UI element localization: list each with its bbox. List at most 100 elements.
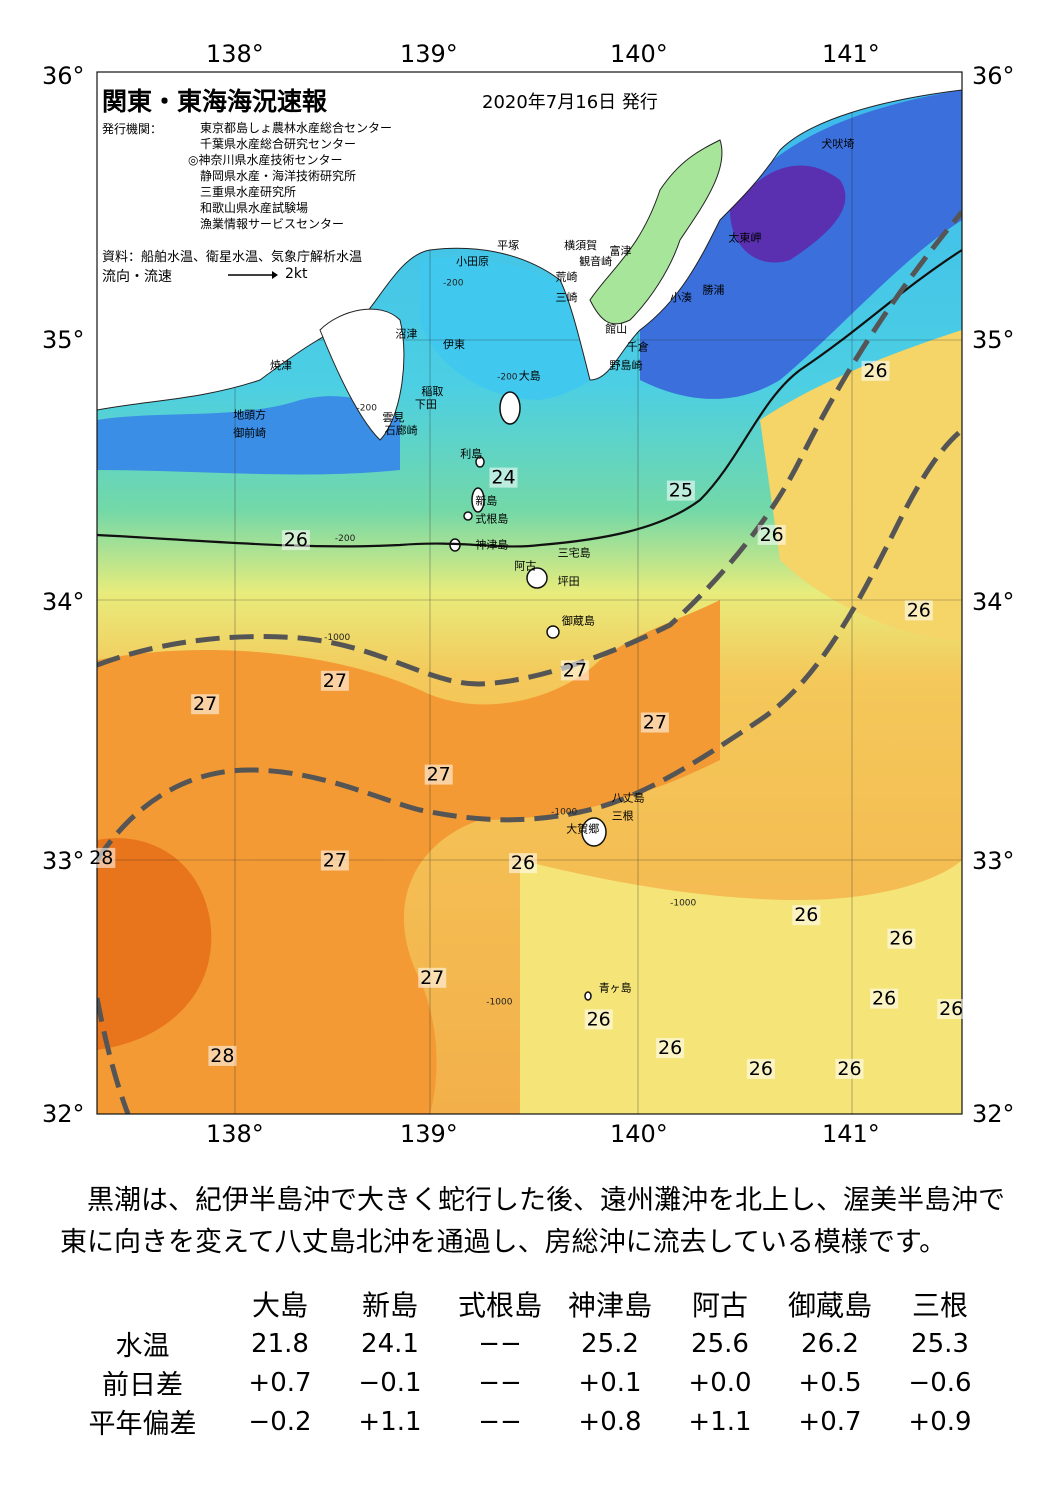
- depth-label: -200: [335, 534, 356, 544]
- enshu-blue: [97, 396, 400, 475]
- depth-label: -200: [497, 372, 518, 382]
- table-cell: −0.6: [908, 1367, 972, 1398]
- depth-label: -1000: [551, 807, 577, 817]
- place-name-label: 三宅島: [558, 546, 591, 560]
- table-cell: 25.3: [911, 1328, 969, 1359]
- warm-water: [97, 600, 720, 1114]
- isotherm-label-bg: [509, 853, 537, 874]
- table-cell: +0.9: [908, 1406, 972, 1437]
- lon-tick-138-top: 138°: [206, 40, 264, 68]
- place-name-label: 小田原: [456, 255, 489, 268]
- place-name-label: 御前崎: [233, 426, 266, 440]
- place-name-label: 富津: [610, 243, 632, 257]
- place-name-label: 神津島: [475, 538, 508, 552]
- lon-tick-140-top: 140°: [610, 40, 668, 68]
- map-title: 関東・東海海況速報: [102, 87, 328, 116]
- lat-tick-33-right: 33°: [972, 847, 1015, 875]
- place-name-label: 観音崎: [579, 254, 612, 268]
- lat-tick-32-left: 32°: [42, 1100, 85, 1128]
- station-col-header: 神津島: [567, 1289, 652, 1322]
- table-cell: −0.2: [248, 1406, 312, 1437]
- place-name-label: 大島: [519, 368, 541, 382]
- depth-label: -200: [357, 404, 378, 414]
- place-name-label: 新島: [475, 493, 497, 507]
- row-label: 水温: [115, 1331, 170, 1362]
- isotherm-label-bg: [560, 660, 589, 681]
- isotherm-label-bg: [87, 847, 116, 868]
- place-name-label: 下田: [415, 398, 437, 411]
- lat-tick-34-right: 34°: [972, 588, 1015, 616]
- station-col-header: 式根島: [457, 1289, 542, 1322]
- depth-label: -1000: [670, 899, 696, 909]
- lat-tick-35-left: 35°: [42, 326, 85, 354]
- lon-tick-139-top: 139°: [400, 40, 458, 68]
- isotherm-label: 26: [511, 852, 535, 874]
- isotherm-label-bg: [584, 1009, 613, 1030]
- isotherm-label-bg: [835, 1058, 864, 1079]
- place-name-label: 平塚: [497, 239, 519, 252]
- isotherm-label-bg: [792, 905, 821, 926]
- isotherm-label: 27: [323, 850, 347, 872]
- place-name-label: 焼津: [270, 359, 292, 372]
- publisher-org: 東京都島しょ農林水産総合センター: [200, 121, 393, 135]
- east-yellow: [760, 330, 962, 640]
- publisher-label: 発行機関：: [102, 122, 163, 136]
- table-cell: +0.1: [578, 1367, 642, 1398]
- table-cell: +0.7: [248, 1367, 312, 1398]
- lat-tick-34-left: 34°: [42, 588, 85, 616]
- table-row: 前日差 +0.7 −0.1 −− +0.1 +0.0 +0.5 −0.6: [60, 1363, 995, 1402]
- isotherm-label: 26: [760, 524, 784, 546]
- table-cell: 25.6: [691, 1328, 749, 1359]
- place-name-label: 小湊: [670, 290, 692, 304]
- publisher-org: 和歌山県水産試験場: [200, 201, 309, 215]
- summary-text: 黒潮は、紀伊半島沖で大きく蛇行した後、遠州灘沖を北上し、渥美半島沖で東に向きを変…: [60, 1185, 1005, 1258]
- publisher-org: ◎神奈川県水産技術センター: [188, 153, 343, 167]
- isotherm-label: 26: [794, 904, 818, 926]
- table-row: 平年偏差 −0.2 +1.1 −− +0.8 +1.1 +0.7 +0.9: [60, 1402, 995, 1441]
- place-name-label: 利島: [460, 447, 482, 461]
- table-cell: +1.1: [688, 1406, 752, 1437]
- isotherm-label-bg: [489, 467, 518, 488]
- place-name-label: 式根島: [475, 512, 508, 526]
- place-name-label: 勝浦: [703, 282, 725, 296]
- table-cell: −−: [478, 1406, 522, 1437]
- isotherm-label: 28: [210, 1045, 234, 1067]
- place-name-label: 沼津: [395, 327, 417, 341]
- flow-legend-scale: 2kt: [285, 266, 308, 282]
- place-name-label: 地頭方: [233, 408, 266, 422]
- table-cell: −0.1: [358, 1367, 422, 1398]
- isotherm-label: 27: [193, 693, 217, 715]
- issue-date: 2020年7月16日 発行: [482, 92, 658, 113]
- place-name-label: 雲見: [382, 411, 404, 424]
- isotherm-label: 25: [669, 480, 693, 502]
- station-col-header: 御蔵島: [787, 1289, 872, 1322]
- isotherm-label-bg: [208, 1045, 237, 1066]
- isotherm-label-bg: [424, 764, 453, 785]
- isotherm-label-bg: [887, 928, 916, 949]
- lat-tick-32-right: 32°: [972, 1100, 1015, 1128]
- table-cell: 21.8: [251, 1328, 309, 1359]
- isotherm-label-bg: [640, 712, 669, 733]
- hot-water: [97, 838, 212, 1050]
- flow-arrow-icon: [228, 271, 278, 279]
- place-name-label: 荒崎: [556, 269, 578, 283]
- isotherm-label: 26: [889, 928, 913, 950]
- isotherm-label-bg: [320, 850, 349, 871]
- place-name-label: 稲取: [421, 385, 443, 398]
- lon-tick-140-bottom: 140°: [610, 1120, 668, 1148]
- lon-tick-138-bottom: 138°: [206, 1120, 264, 1148]
- isotherm-label: 28: [89, 847, 113, 869]
- place-name-label: 館山: [605, 322, 627, 336]
- table-cell: +0.7: [798, 1406, 862, 1437]
- publisher-org: 漁業情報サービスセンター: [200, 217, 345, 231]
- data-source: 資料：船舶水温、衛星水温、気象庁解析水温: [102, 250, 363, 265]
- table-row: 水温 21.8 24.1 −− 25.2 25.6 26.2 25.3: [60, 1324, 995, 1363]
- place-name-label: 阿古: [514, 560, 536, 573]
- lat-tick-36-left: 36°: [42, 62, 85, 90]
- isotherm-label-bg: [904, 600, 933, 621]
- isotherm-label-bg: [320, 670, 349, 691]
- station-col-header: 新島: [361, 1289, 418, 1322]
- isotherm-25: [97, 249, 962, 548]
